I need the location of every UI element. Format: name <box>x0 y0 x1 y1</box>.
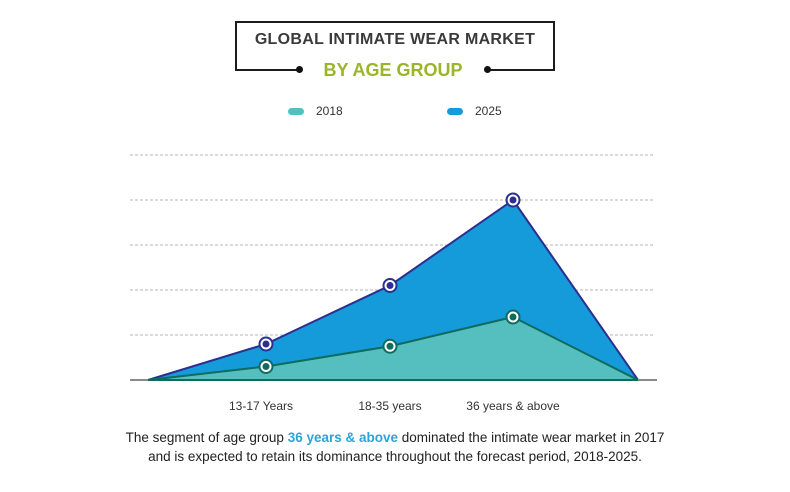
marker-2025-1 <box>382 278 398 293</box>
title-dot-left <box>296 66 303 73</box>
marker-2025-0 <box>258 336 274 352</box>
title-frame-bottom-right <box>487 69 555 71</box>
legend-label-2018: 2018 <box>316 104 343 118</box>
legend-swatch-2025 <box>447 107 463 115</box>
x-tick-label: 13-17 Years <box>229 399 293 413</box>
x-tick-label: 36 years & above <box>466 399 560 413</box>
title-frame <box>235 21 555 69</box>
marker-2018-2 <box>505 309 521 325</box>
series-markers <box>258 192 521 374</box>
caption-text-line1-end: dominated the intimate wear market in 20… <box>398 430 665 445</box>
caption-text-line2: and is expected to retain its dominance … <box>148 449 642 464</box>
legend-item-2025: 2025 <box>447 104 502 118</box>
marker-2018-0 <box>258 359 274 374</box>
title-frame-bottom-left <box>235 69 299 71</box>
title-dot-right <box>484 66 491 73</box>
caption-text-start: The segment of age group <box>125 430 288 445</box>
x-axis-labels: 13-17 Years 18-35 years 36 years & above <box>229 399 560 413</box>
legend-swatch-2018 <box>288 107 304 115</box>
legend-label-2025: 2025 <box>475 104 502 118</box>
caption-highlight: 36 years & above <box>287 430 399 445</box>
chart-title: GLOBAL INTIMATE WEAR MARKET <box>254 31 536 48</box>
marker-2018-1 <box>382 338 398 354</box>
chart-caption: The segment of age group 36 years & abov… <box>40 428 750 466</box>
legend-item-2018: 2018 <box>288 104 343 118</box>
x-tick-label: 18-35 years <box>358 399 421 413</box>
marker-2025-2 <box>505 192 521 208</box>
chart-subtitle: BY AGE GROUP <box>323 60 463 80</box>
